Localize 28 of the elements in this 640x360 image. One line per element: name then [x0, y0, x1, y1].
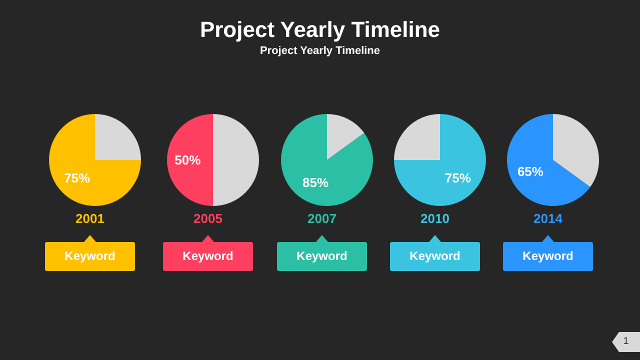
text: 2010: [420, 211, 450, 226]
text: 2001: [74, 211, 106, 226]
data-label: 50%: [174, 152, 202, 168]
data-label: 75%: [444, 170, 472, 186]
pie-slice: [213, 114, 259, 206]
chart-title: Project Yearly Timeline: [198, 17, 442, 43]
text: Keyword: [277, 242, 367, 271]
text: Keyword: [390, 242, 480, 271]
text: Keyword: [45, 242, 135, 271]
pie-slice: [394, 114, 486, 206]
pie-slice: [327, 114, 364, 160]
text: 2014: [532, 211, 564, 226]
text: Keyword: [163, 242, 253, 271]
text: 1: [612, 332, 640, 352]
chart-subtitle: Project Yearly Timeline: [258, 45, 382, 57]
text: 2005: [192, 211, 224, 226]
pie-slice: [553, 114, 599, 188]
text: 2007: [306, 211, 338, 226]
data-label: 65%: [517, 164, 544, 179]
pie-slice: [394, 114, 440, 160]
pie-slice: [95, 114, 141, 160]
pie-slice: [507, 114, 590, 206]
data-label: 85%: [302, 175, 329, 190]
pie-slice: [49, 114, 141, 206]
text: Keyword: [503, 242, 593, 271]
pie-slice: [281, 114, 373, 206]
data-label: 75%: [64, 170, 91, 186]
pie-slice: [167, 114, 213, 206]
